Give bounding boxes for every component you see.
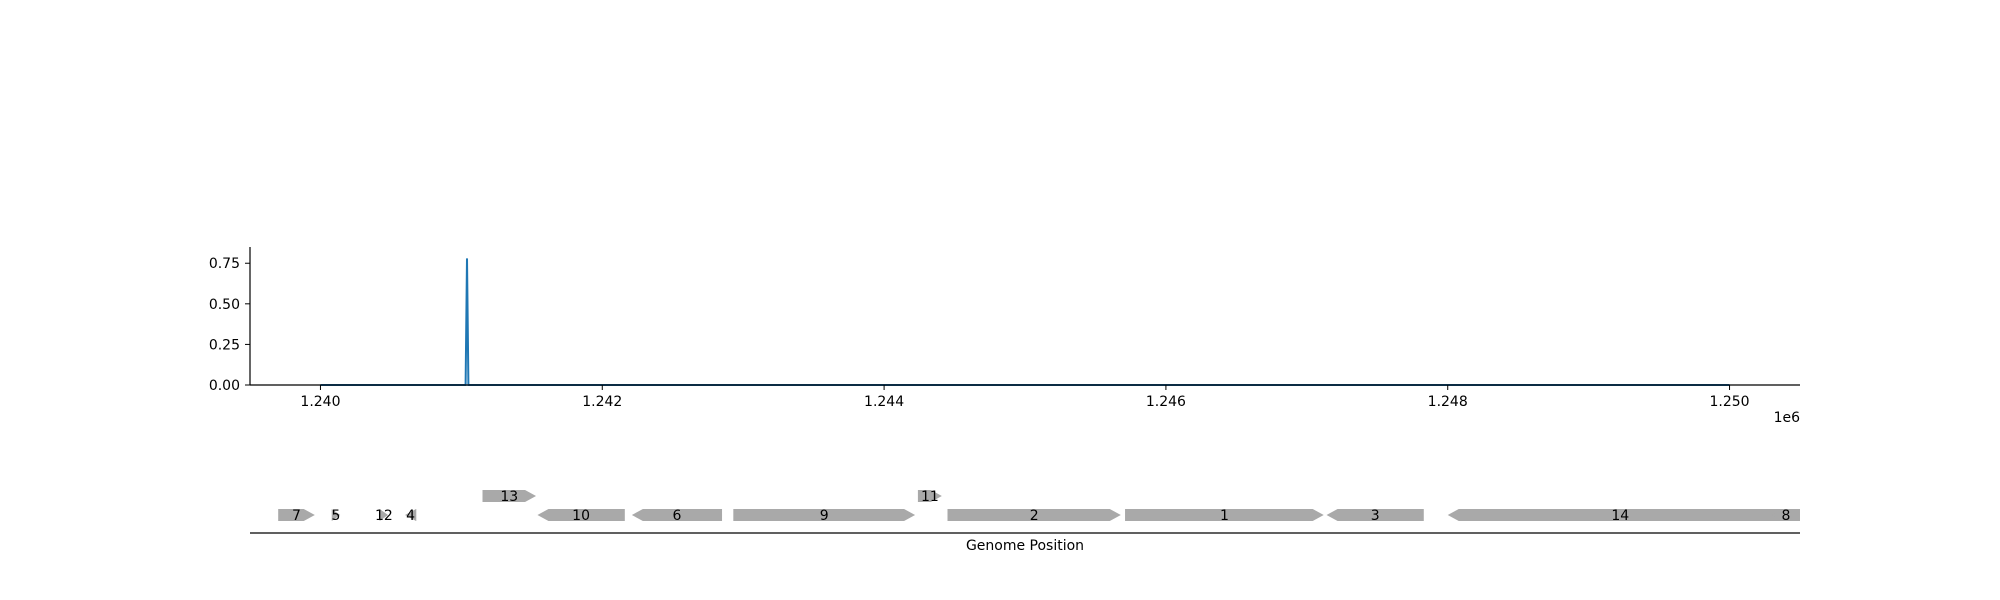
x-tick-label: 1.246 (1146, 394, 1186, 410)
gene-label: 1 (1220, 508, 1229, 524)
x-offset-label: 1e6 (1774, 410, 1801, 426)
gene-feature: 2 (947, 508, 1121, 524)
gene-feature: 11 (917, 489, 942, 505)
x-tick-label: 1.240 (300, 394, 340, 410)
x-tick-label: 1.248 (1428, 394, 1468, 410)
gene-label: 4 (406, 508, 415, 524)
gene-arrow (278, 509, 315, 521)
gene-label: 3 (1371, 508, 1380, 524)
gene-feature: 8 (1771, 508, 1800, 524)
signal-x-ticks: 1.240 1.242 1.244 1.246 1.248 1.250 (300, 385, 1750, 410)
gene-label: 6 (673, 508, 682, 524)
gene-feature: 4 (405, 508, 417, 524)
gene-arrow (1771, 509, 1800, 521)
signal-plot-area (320, 258, 1730, 386)
gene-label: 13 (500, 489, 518, 505)
gene-arrow (405, 509, 417, 521)
gene-label: 10 (572, 508, 590, 524)
gene-arrow (733, 509, 916, 521)
gene-feature: 7 (278, 508, 315, 524)
x-tick-label: 1.242 (582, 394, 622, 410)
gene-arrow (947, 509, 1121, 521)
gene-arrow (379, 509, 389, 521)
gene-label: 8 (1781, 508, 1790, 524)
gene-label: 7 (292, 508, 301, 524)
gene-arrow (1125, 509, 1324, 521)
gene-feature: 1 (1125, 508, 1324, 524)
gene-feature: 10 (537, 508, 625, 524)
signal-panel: 0.000.250.500.75 1.240 1.242 1.244 1.246 1.2… (209, 247, 1800, 426)
gene-arrow (482, 490, 537, 502)
y-tick-label: 0.75 (209, 256, 240, 272)
gene-feature: 14 (1447, 508, 1793, 524)
gene-arrow (331, 509, 341, 521)
y-tick-label: 0.50 (209, 297, 240, 313)
gene-feature: 9 (733, 508, 916, 524)
gene-label: 2 (1030, 508, 1039, 524)
gene-label: 9 (820, 508, 829, 524)
y-tick-label: 0.00 (209, 378, 240, 394)
gene-arrow (1326, 509, 1424, 521)
gene-arrow (917, 490, 942, 502)
gene-label: 12 (375, 508, 393, 524)
gene-feature: 5 (332, 508, 341, 524)
gene-arrow (537, 509, 625, 521)
gene-label: 14 (1611, 508, 1629, 524)
gene-feature: 6 (631, 508, 723, 524)
gene-feature: 3 (1326, 508, 1424, 524)
x-tick-label: 1.250 (1709, 394, 1749, 410)
gene-label: 11 (921, 489, 939, 505)
x-tick-label: 1.244 (864, 394, 904, 410)
genome-position-label: Genome Position (966, 538, 1084, 554)
y-tick-label: 0.25 (209, 337, 240, 353)
signal-series-line (320, 258, 1730, 386)
gene-arrow (631, 509, 723, 521)
gene-arrow (1447, 509, 1793, 521)
signal-y-ticks: 0.00 0.25 0.50 0.75 (209, 256, 250, 394)
gene-feature: 12 (375, 508, 393, 524)
gene-label: 5 (332, 508, 341, 524)
gene-feature: 13 (482, 489, 537, 505)
